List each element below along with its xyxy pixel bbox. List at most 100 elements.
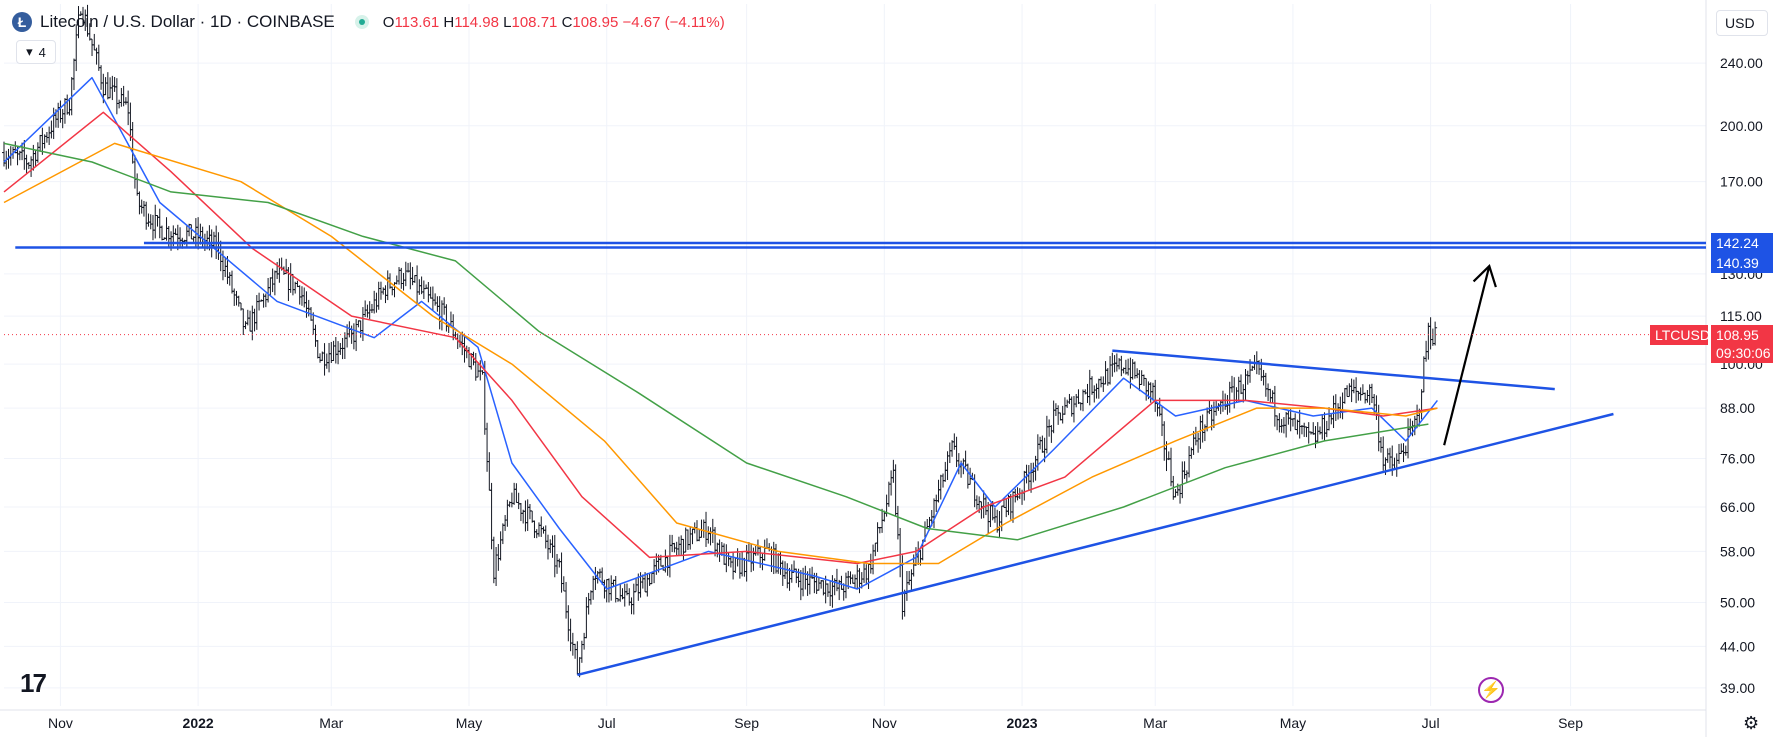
ohlc-bar <box>1275 415 1280 431</box>
ohlc-bar <box>90 38 95 57</box>
ohlc-bar <box>35 142 40 163</box>
gear-icon[interactable]: ⚙ <box>1743 713 1760 733</box>
ohlc-bar <box>160 225 165 241</box>
ohlc-bar <box>514 483 519 503</box>
price-tick-label: 50.00 <box>1720 594 1755 610</box>
ohlc-bar <box>1304 426 1309 438</box>
ohlc-bar <box>1141 374 1146 386</box>
ohlc-bar <box>1318 426 1323 435</box>
projection-arrow <box>1443 265 1491 446</box>
ohlc-bar <box>1392 457 1397 470</box>
ohlc-readout: O113.61 H114.98 L108.71 C108.95 −4.67 (−… <box>383 14 725 31</box>
ohlc-bar <box>1250 365 1255 371</box>
ohlc-bar <box>137 191 142 215</box>
ohlc-bar <box>1071 395 1076 423</box>
market-status-icon[interactable] <box>354 15 369 29</box>
ohlc-bar <box>512 482 517 505</box>
ohlc-bar <box>706 526 711 544</box>
ohlc-bar <box>523 500 528 532</box>
ohlc-bar <box>690 528 695 545</box>
ohlc-bar <box>762 539 767 561</box>
ohlc-bar <box>1074 393 1079 408</box>
symbol-title[interactable]: Litecoin / U.S. Dollar · 1D · COINBASE <box>40 12 335 31</box>
ohlc-bar <box>787 567 792 591</box>
ohlc-bar <box>1083 389 1088 395</box>
ohlc-bar <box>1295 419 1300 435</box>
ohlc-bar <box>417 279 422 295</box>
ohlc-bar <box>934 494 939 513</box>
time-tick-label: Jul <box>598 715 616 731</box>
ohlc-bar <box>1184 470 1189 483</box>
ohlc-bar <box>1336 403 1341 420</box>
price-tick-label: 115.00 <box>1720 308 1762 324</box>
ohlc-bar <box>740 551 745 577</box>
ohlc-bar <box>864 564 869 586</box>
ohlc-bar <box>1356 390 1361 401</box>
indicators-toggle[interactable]: ▾ 4 <box>16 40 56 64</box>
ohlc-bar <box>816 577 821 591</box>
ohlc-bar <box>126 90 131 126</box>
ohlc-bar <box>839 575 844 590</box>
ohlc-bar <box>1351 379 1356 394</box>
ohlc-bar <box>1313 426 1318 449</box>
ohlc-bar <box>1263 372 1268 397</box>
ohlc-bar <box>360 307 365 342</box>
ohlc-bar <box>1220 390 1225 412</box>
ohlc-bar <box>1347 383 1352 398</box>
ohlc-bar <box>1358 387 1363 401</box>
ohlc-bar <box>505 499 510 527</box>
ohlc-bar <box>875 522 880 552</box>
ohlc-bar <box>1040 435 1045 453</box>
ohlc-bar <box>315 340 320 359</box>
ohlc-bar <box>559 552 564 593</box>
ohlc-bar <box>1180 461 1185 499</box>
ohlc-bar <box>1338 396 1343 419</box>
ohlc-bar <box>717 539 722 562</box>
ohlc-bar <box>807 568 812 595</box>
time-axis: Nov 2022 Mar May Jul Sep Nov 2023 Mar May Jul Sep <box>48 715 1583 731</box>
ohlc-bar <box>110 75 115 101</box>
ohlc-bar <box>408 262 413 290</box>
ohlc-bar <box>390 286 395 296</box>
ohlc-bar <box>1130 359 1135 380</box>
ohlc-bar <box>767 543 772 552</box>
ohlc-bar <box>324 353 329 369</box>
price-tick-label: 200.00 <box>1720 118 1763 134</box>
tradingview-logo-icon[interactable]: 17 <box>20 668 47 698</box>
ohlc-bar <box>631 583 636 615</box>
ohlc-bar <box>1169 447 1174 487</box>
ohlc-bar <box>1378 437 1383 453</box>
high-label: H <box>443 13 455 31</box>
open-label: O <box>382 13 395 31</box>
ohlc-bar <box>561 576 566 592</box>
ohlc-bar <box>1085 383 1090 404</box>
ohlc-bar <box>1354 377 1359 404</box>
ohlc-bar <box>825 583 830 597</box>
ohlc-bar <box>1044 415 1049 454</box>
ohlc-bar <box>704 511 709 547</box>
ohlc-bar <box>1385 448 1390 463</box>
currency-selector[interactable]: USD <box>1716 10 1768 36</box>
drawing-annotations <box>15 241 1706 677</box>
ohlc-bar <box>243 321 248 330</box>
ohlc-bar <box>1162 421 1167 461</box>
time-tick-label: Sep <box>1558 715 1583 731</box>
ohlc-bar <box>336 341 341 365</box>
ohlc-bar <box>351 323 356 350</box>
ohlc-bar <box>546 534 551 560</box>
litecoin-logo-icon: Ł <box>12 12 32 32</box>
ohlc-bar <box>232 288 237 306</box>
ohlc-bar <box>433 293 438 306</box>
price-tick-label: 88.00 <box>1720 400 1755 416</box>
flash-icon[interactable]: ⚡ <box>1478 677 1504 703</box>
ohlc-bar <box>372 290 377 314</box>
ohlc-bar <box>584 597 589 639</box>
ohlc-bar <box>1266 383 1271 401</box>
ohlc-bar <box>708 527 713 546</box>
ohlc-bar <box>164 217 169 241</box>
ohlc-bar <box>58 100 63 123</box>
ohlc-bar <box>627 588 632 606</box>
ohlc-bar <box>437 296 442 330</box>
ohlc-bar <box>302 287 307 308</box>
